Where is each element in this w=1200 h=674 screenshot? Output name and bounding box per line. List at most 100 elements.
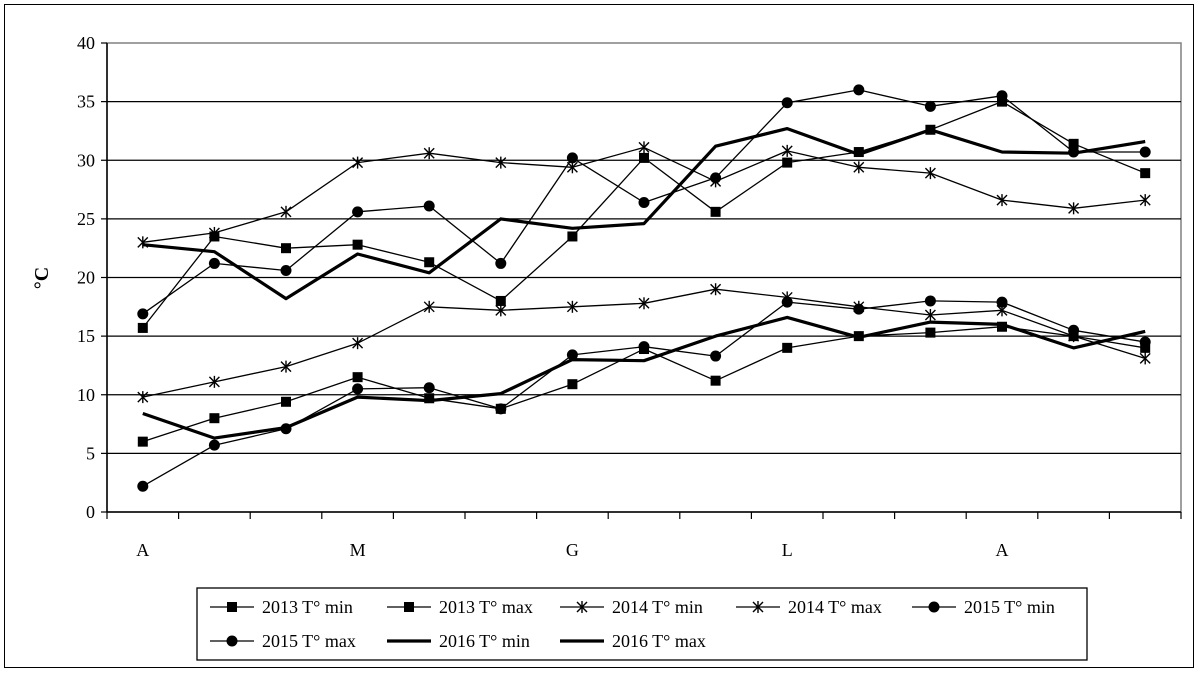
data-point bbox=[1139, 146, 1151, 158]
data-point bbox=[1139, 194, 1151, 207]
data-point bbox=[996, 90, 1008, 102]
data-point bbox=[1068, 138, 1079, 149]
data-point bbox=[566, 300, 578, 313]
data-point bbox=[208, 226, 220, 239]
data-point bbox=[996, 194, 1008, 207]
data-point bbox=[424, 393, 435, 404]
x-tick-label: A bbox=[996, 540, 1009, 560]
legend-marker bbox=[404, 602, 414, 612]
legend-label: 2016 T° min bbox=[439, 631, 530, 651]
gridlines bbox=[106, 42, 1182, 513]
data-point bbox=[710, 375, 721, 386]
data-point bbox=[137, 308, 149, 320]
data-point bbox=[1139, 352, 1151, 365]
data-point bbox=[567, 231, 578, 242]
legend-box bbox=[196, 587, 1088, 661]
legend-marker bbox=[576, 601, 588, 613]
series-6 bbox=[137, 84, 1151, 320]
data-point bbox=[495, 295, 506, 306]
data-point bbox=[710, 206, 721, 217]
series-4 bbox=[137, 141, 1151, 249]
y-tick-label: 15 bbox=[77, 326, 95, 346]
y-tick-label: 5 bbox=[86, 443, 95, 463]
data-point bbox=[281, 396, 291, 407]
data-point bbox=[495, 156, 507, 169]
data-point bbox=[924, 295, 936, 307]
legend-label: 2013 T° max bbox=[439, 597, 533, 617]
data-point bbox=[495, 304, 507, 317]
legend-label: 2013 T° min bbox=[262, 597, 353, 617]
legend-marker bbox=[227, 602, 237, 612]
y-tick-label: 20 bbox=[77, 268, 95, 288]
data-point bbox=[638, 196, 650, 208]
legend-entry: 2015 T° min bbox=[912, 597, 1055, 617]
data-point bbox=[423, 200, 435, 212]
legend: 2013 T° min 2013 T° max 2014 T° min 2014 T°… bbox=[196, 587, 1088, 661]
series-line bbox=[142, 315, 1146, 440]
series-line bbox=[142, 300, 1146, 487]
data-point bbox=[208, 257, 220, 269]
x-tick-label: L bbox=[782, 540, 793, 560]
legend-marker bbox=[226, 635, 238, 647]
data-point bbox=[566, 152, 578, 164]
legend-entry: 2016 T° max bbox=[560, 631, 706, 651]
series-8 bbox=[142, 127, 1146, 301]
data-point bbox=[996, 296, 1008, 308]
data-point bbox=[352, 206, 364, 218]
legend-label: 2014 T° min bbox=[612, 597, 703, 617]
data-point bbox=[208, 439, 220, 451]
legend-label: 2015 T° max bbox=[262, 631, 356, 651]
y-tick-label: 0 bbox=[86, 502, 95, 522]
data-point bbox=[1139, 336, 1151, 348]
data-point bbox=[280, 205, 292, 218]
y-tick-label: 30 bbox=[77, 150, 95, 170]
legend-label: 2016 T° max bbox=[612, 631, 706, 651]
legend-marker bbox=[752, 601, 764, 613]
data-point bbox=[781, 97, 793, 109]
legend-marker bbox=[928, 601, 940, 613]
data-point bbox=[423, 300, 435, 313]
legend-entry: 2014 T° min bbox=[560, 597, 703, 617]
data-point bbox=[137, 436, 148, 447]
legend-entry: 2013 T° max bbox=[387, 597, 533, 617]
legend-entry: 2014 T° max bbox=[736, 597, 882, 617]
data-point bbox=[853, 161, 865, 174]
data-point bbox=[638, 141, 650, 154]
legend-entry: 2015 T° max bbox=[210, 631, 356, 651]
data-point bbox=[495, 257, 507, 269]
series-3 bbox=[137, 283, 1151, 404]
data-point bbox=[137, 322, 148, 333]
data-point bbox=[639, 152, 649, 163]
chart-frame bbox=[4, 4, 1194, 668]
data-point bbox=[782, 342, 793, 353]
data-point bbox=[352, 239, 363, 250]
legend-entry: 2016 T° min bbox=[387, 631, 530, 651]
data-point bbox=[853, 84, 865, 96]
data-point bbox=[925, 327, 936, 338]
data-point bbox=[710, 350, 722, 362]
data-point bbox=[352, 337, 364, 350]
y-tick-label: 25 bbox=[77, 209, 95, 229]
data-point bbox=[280, 360, 292, 373]
series-line bbox=[142, 127, 1146, 301]
series-lines bbox=[137, 84, 1151, 492]
data-point bbox=[352, 372, 363, 383]
data-point bbox=[853, 147, 864, 158]
y-tick-label: 40 bbox=[77, 33, 95, 53]
data-point bbox=[710, 283, 722, 296]
data-point bbox=[1068, 324, 1080, 336]
series-7 bbox=[142, 315, 1146, 440]
x-tick-label: A bbox=[136, 540, 149, 560]
data-point bbox=[782, 157, 793, 168]
data-point bbox=[208, 375, 220, 388]
data-point bbox=[924, 309, 936, 322]
data-point bbox=[137, 391, 149, 404]
data-point bbox=[1068, 202, 1080, 215]
data-point bbox=[352, 156, 364, 169]
data-point bbox=[781, 144, 793, 157]
data-point bbox=[495, 403, 507, 415]
axes: 0 5 10 15 20 25 30 35 40 A M G L A bbox=[77, 33, 1182, 560]
data-point bbox=[924, 100, 936, 112]
data-point bbox=[853, 303, 865, 315]
